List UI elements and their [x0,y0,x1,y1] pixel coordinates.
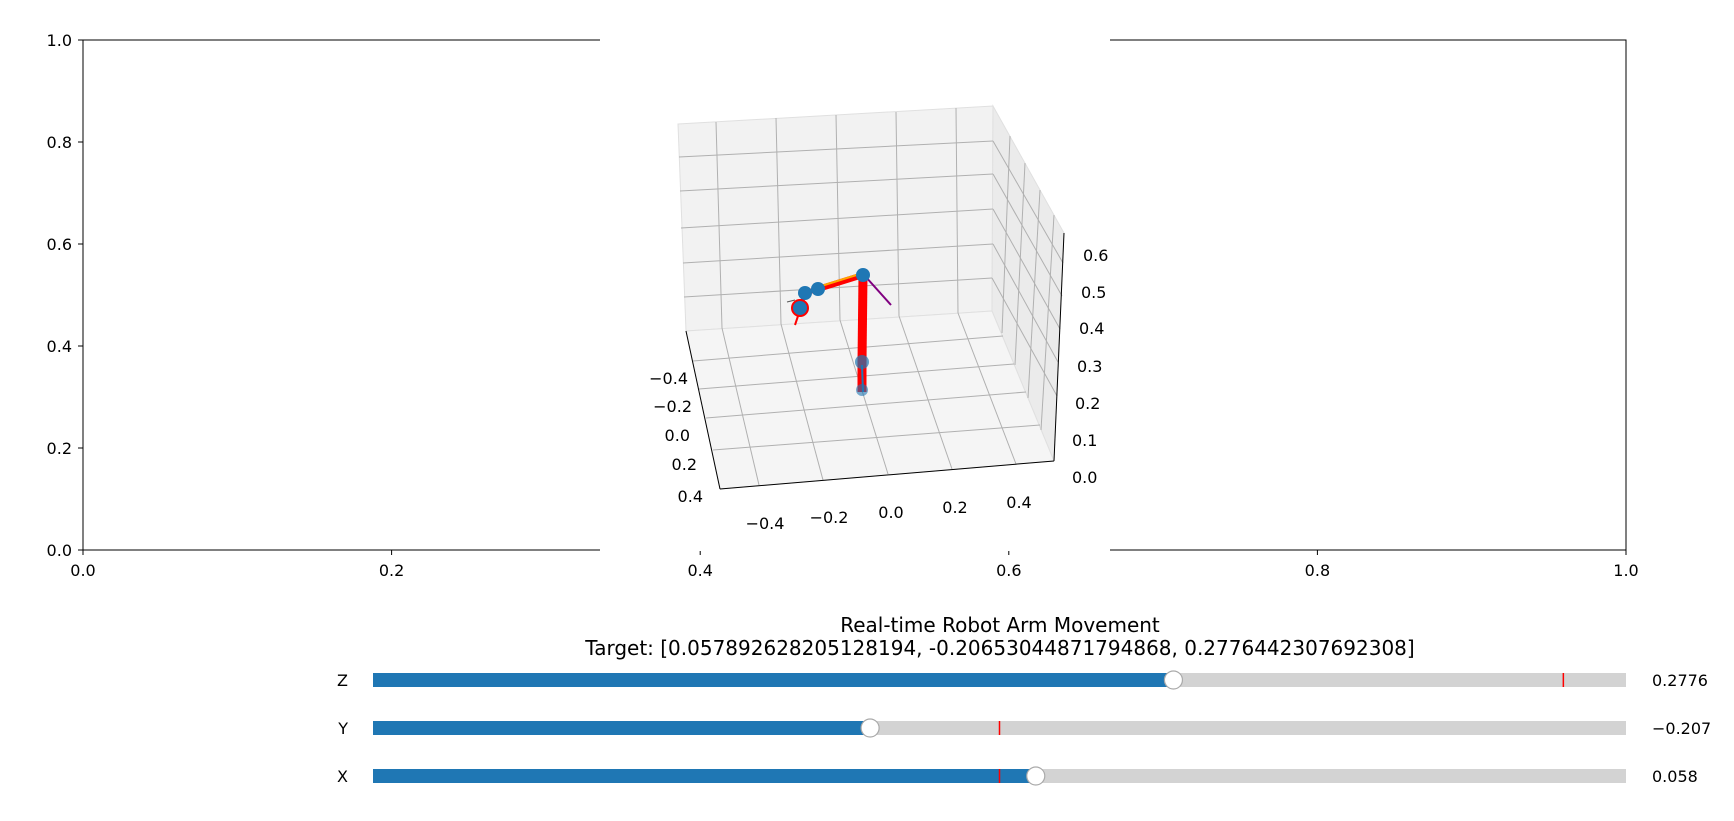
outer-x-tick-group: 0.0 0.2 0.4 0.6 0.8 1.0 [70,550,1639,580]
slider-x-value: 0.058 [1652,767,1698,786]
slider-y-label: Y [337,719,348,738]
slider-y-handle[interactable] [860,718,880,738]
slider-y-value: −0.207 [1652,719,1711,738]
grid-lines [678,107,1064,486]
joint-elbow [811,282,825,296]
axis3d-y-tick-label: 0.4 [678,487,703,506]
axis3d-z-tick-label: 0.5 [1081,283,1106,302]
axes3d: −0.4 −0.2 0.0 0.2 0.4 −0.4−0.20.00.20.4 0.00… [600,39,1110,551]
robot-arm [786,268,892,396]
axis3d-z-tick-label: 0.6 [1083,246,1108,265]
axis3d-z-tick-group: 0.0 0.1 0.2 0.3 0.4 0.5 0.6 [1072,246,1108,487]
slider-z-value: 0.2776 [1652,671,1708,690]
outer-x-tick-label: 0.6 [996,561,1021,580]
axis3d-z-tick-label: 0.4 [1079,319,1104,338]
axis3d-y-tick-group: −0.4 −0.2 0.0 0.2 0.4 [649,369,703,506]
slider-z-handle[interactable] [1163,670,1184,690]
axis3d-x-tick-label: −0.2 [810,508,849,527]
slider-group: Z 0.2776 Y −0.207 X 0.058 [337,670,1711,786]
outer-y-tick-label: 0.6 [47,235,72,254]
outer-x-tick-label: 1.0 [1613,561,1638,580]
joint-shoulder-lower [855,355,869,369]
axis-lines [685,232,1065,490]
axis3d-x-tick-label: −0.4 [746,514,785,533]
slider-z[interactable]: Z 0.2776 [337,670,1708,690]
outer-y-tick-label: 0.8 [47,133,72,152]
axis3d-z-tick-label: 0.1 [1072,431,1097,450]
figure-title: Real-time Robot Arm Movement [840,613,1160,637]
joint-wrist [798,286,812,300]
joint-shoulder [856,268,870,282]
slider-z-label: Z [337,671,348,690]
outer-x-tick-label: 0.2 [379,561,404,580]
outer-x-tick-label: 0.8 [1305,561,1330,580]
axis3d-y-tick-label: −0.2 [653,397,692,416]
joint-base [856,384,868,396]
axis3d-z-tick-label: 0.3 [1077,357,1102,376]
figure-subtitle-target: Target: [0.057892628205128194, -0.206530… [584,636,1414,660]
slider-x[interactable]: X 0.058 [337,766,1698,786]
slider-y[interactable]: Y −0.207 [337,718,1711,738]
outer-x-tick-label: 0.4 [687,561,712,580]
end-effector [791,299,809,317]
outer-x-tick-label: 0.0 [70,561,95,580]
axis3d-x-tick-group: −0.4 −0.2 0.0 0.2 0.4 [746,493,1032,533]
slider-z-fill [373,673,1174,687]
axis3d-y-tick-label: 0.0 [665,426,690,445]
arm-upper-link-highlight [817,272,864,288]
arm-upper-link [817,272,864,292]
axis3d-x-tick-label: 0.4 [1006,493,1031,512]
axis3d-z-tick-label: 0.2 [1075,394,1100,413]
axis3d-x-tick-label: 0.2 [942,498,967,517]
outer-y-tick-label: 0.4 [47,337,72,356]
axis3d-y-tick-label: 0.2 [672,455,697,474]
outer-y-tick-label: 0.2 [47,439,72,458]
arm-upright-link [857,274,868,363]
axis3d-x-tick-label: 0.0 [878,503,903,522]
gripper-tip [786,299,796,303]
axis3d-z-tick-label: 0.0 [1072,468,1097,487]
slider-y-fill [373,721,871,735]
orientation-line [864,275,892,306]
outer-y-tick-group: 0.0 0.2 0.4 0.6 0.8 1.0 [47,31,83,560]
axis3d-y-tick-label: −0.4 [649,369,688,388]
slider-x-fill [373,769,1036,783]
slider-x-handle[interactable] [1026,766,1046,786]
outer-y-tick-label: 1.0 [47,31,72,50]
outer-y-tick-label: 0.0 [47,541,72,560]
floor-pane [685,310,1055,490]
slider-x-label: X [337,767,348,786]
